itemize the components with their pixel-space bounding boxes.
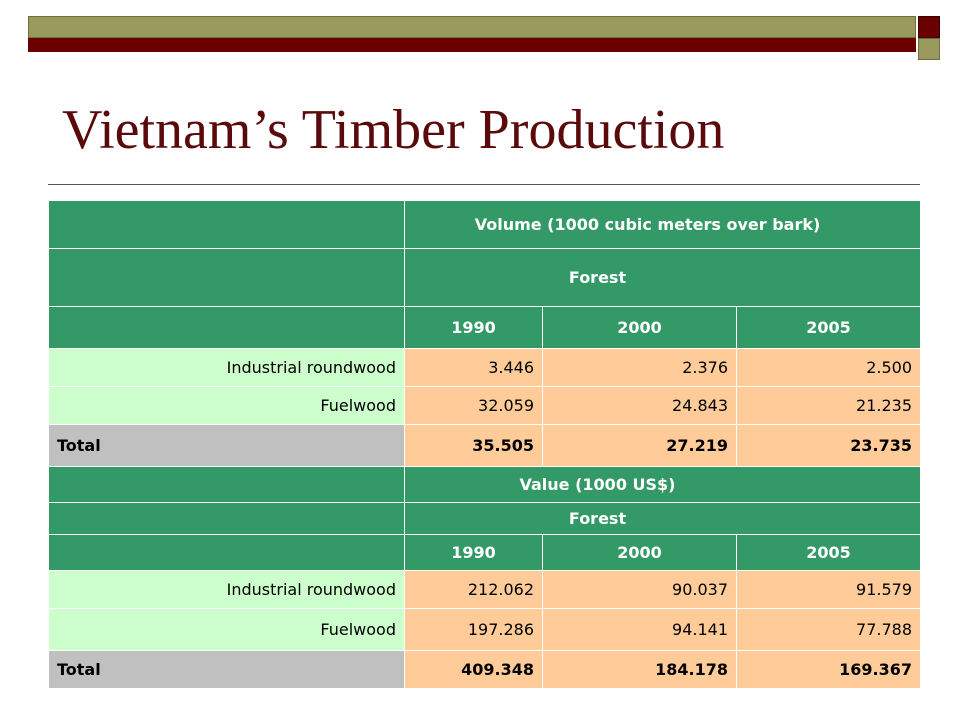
volume-year-1990: 1990 — [404, 306, 543, 349]
header-spacer — [48, 306, 405, 349]
volume-year-2000: 2000 — [542, 306, 737, 349]
total-value: 23.735 — [736, 424, 921, 467]
cell-value: 212.062 — [404, 570, 543, 609]
volume-heading: Volume (1000 cubic meters over bark) — [404, 200, 921, 249]
total-value: 184.178 — [542, 650, 737, 689]
volume-header-row: Volume (1000 cubic meters over bark) — [48, 200, 921, 249]
timber-production-table: Volume (1000 cubic meters over bark) For… — [48, 200, 921, 689]
table-row: Industrial roundwood 3.446 2.376 2.500 — [48, 348, 921, 387]
title-divider — [48, 184, 920, 185]
total-value: 169.367 — [736, 650, 921, 689]
cell-value: 2.376 — [542, 348, 737, 387]
total-value: 409.348 — [404, 650, 543, 689]
row-label: Industrial roundwood — [48, 348, 405, 387]
total-row: Total 35.505 27.219 23.735 — [48, 424, 921, 467]
cell-value: 24.843 — [542, 386, 737, 425]
row-label: Fuelwood — [48, 608, 405, 651]
header-spacer — [48, 466, 405, 503]
value-year-2000: 2000 — [542, 534, 737, 571]
header-spacer — [48, 502, 405, 535]
total-value: 27.219 — [542, 424, 737, 467]
value-years-row: 1990 2000 2005 — [48, 534, 921, 571]
row-label: Industrial roundwood — [48, 570, 405, 609]
value-year-1990: 1990 — [404, 534, 543, 571]
table-row: Industrial roundwood 212.062 90.037 91.5… — [48, 570, 921, 609]
cell-value: 21.235 — [736, 386, 921, 425]
cell-value: 94.141 — [542, 608, 737, 651]
volume-forest-label: Forest — [404, 248, 921, 307]
cell-value: 90.037 — [542, 570, 737, 609]
value-header-row: Value (1000 US$) — [48, 466, 921, 503]
corner-maroon-square — [918, 16, 940, 38]
slide-title: Vietnam’s Timber Production — [62, 99, 725, 161]
corner-olive-square — [918, 38, 940, 60]
value-forest-row: Forest — [48, 502, 921, 535]
table-row: Fuelwood 197.286 94.141 77.788 — [48, 608, 921, 651]
total-label: Total — [48, 424, 405, 467]
volume-years-row: 1990 2000 2005 — [48, 306, 921, 349]
row-label: Fuelwood — [48, 386, 405, 425]
cell-value: 3.446 — [404, 348, 543, 387]
cell-value: 32.059 — [404, 386, 543, 425]
cell-value: 197.286 — [404, 608, 543, 651]
cell-value: 2.500 — [736, 348, 921, 387]
top-olive-bar — [28, 16, 916, 38]
total-row: Total 409.348 184.178 169.367 — [48, 650, 921, 689]
value-heading: Value (1000 US$) — [404, 466, 921, 503]
volume-year-2005: 2005 — [736, 306, 921, 349]
total-label: Total — [48, 650, 405, 689]
header-spacer — [48, 534, 405, 571]
header-spacer — [48, 200, 405, 249]
top-maroon-bar — [28, 38, 916, 52]
value-year-2005: 2005 — [736, 534, 921, 571]
cell-value: 91.579 — [736, 570, 921, 609]
header-spacer — [48, 248, 405, 307]
cell-value: 77.788 — [736, 608, 921, 651]
total-value: 35.505 — [404, 424, 543, 467]
value-forest-label: Forest — [404, 502, 921, 535]
table-row: Fuelwood 32.059 24.843 21.235 — [48, 386, 921, 425]
volume-forest-row: Forest — [48, 248, 921, 307]
